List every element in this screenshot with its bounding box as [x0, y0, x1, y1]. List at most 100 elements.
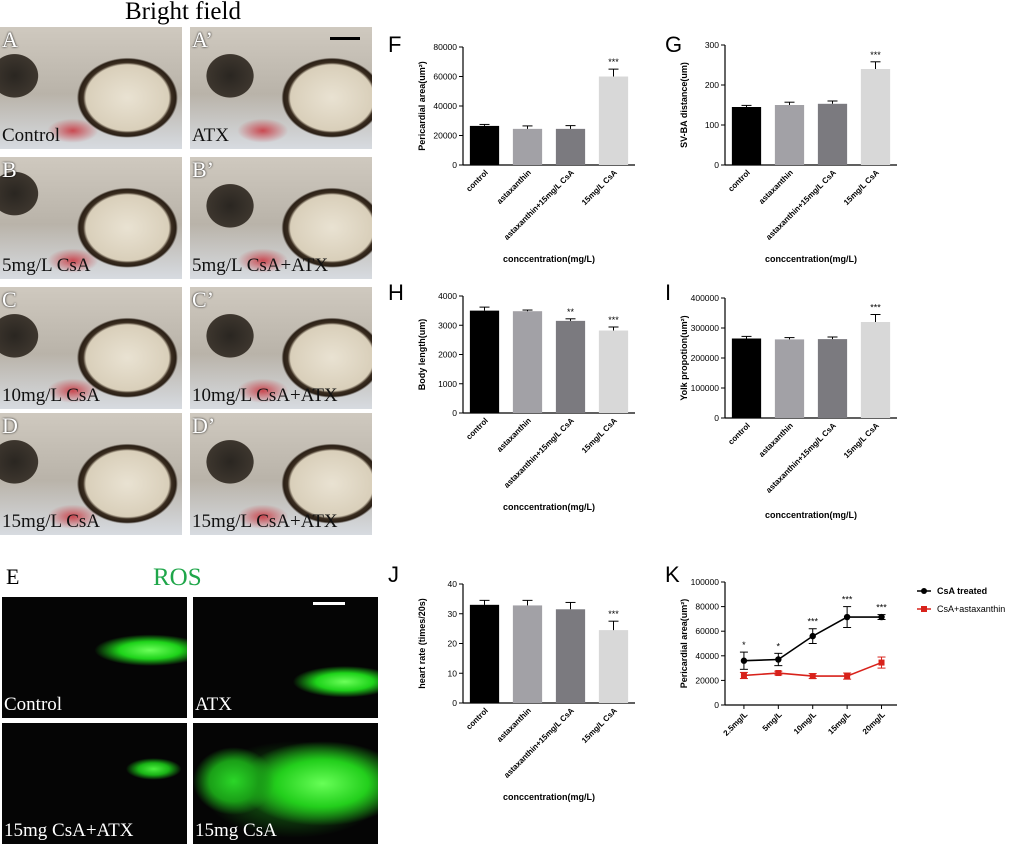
y-tick-label: 0 — [452, 698, 457, 708]
panel-label: C’ — [192, 287, 214, 312]
brightfield-photo: D 15mg/L CsA — [0, 413, 182, 535]
significance-marker: *** — [807, 617, 818, 627]
data-point — [775, 656, 782, 663]
x-tick-label: 15mg/L CsA — [842, 421, 881, 460]
y-tick-label: 80000 — [695, 602, 719, 612]
panel-label-h: H — [388, 280, 404, 305]
x-tick-label: astaxanthin+15mg/L CsA — [764, 168, 838, 242]
brightfield-photo: B 5mg/L CsA — [0, 157, 182, 279]
y-tick-label: 20 — [448, 639, 458, 649]
bright-field-header: Bright field — [125, 0, 241, 25]
significance-marker: *** — [870, 303, 881, 313]
panel-label-f: F — [388, 32, 401, 57]
y-tick-label: 400000 — [691, 293, 720, 303]
bar — [860, 322, 891, 418]
y-tick-label: 2000 — [438, 350, 457, 360]
bar — [512, 311, 543, 413]
panel-label-j: J — [388, 562, 399, 587]
panel-label: A’ — [192, 27, 213, 52]
y-axis-label: heart rate (times/20s) — [417, 598, 427, 689]
x-tick-label: astaxanthin — [495, 168, 533, 206]
y-tick-label: 0 — [452, 160, 457, 170]
significance-marker: * — [742, 640, 746, 650]
y-tick-label: 300000 — [691, 323, 720, 333]
fluorescence-photo: 15mg CsA — [193, 723, 378, 844]
bar — [469, 125, 500, 165]
y-tick-label: 60000 — [695, 626, 719, 636]
bar — [731, 107, 762, 165]
fluorescence-photo: Control — [2, 597, 187, 718]
x-tick-label: astaxanthin — [495, 416, 533, 454]
y-tick-label: 4000 — [438, 291, 457, 301]
y-tick-label: 0 — [714, 700, 719, 710]
legend-label: CsA treated — [937, 586, 987, 596]
scale-bar — [330, 37, 360, 40]
x-tick-label: control — [726, 421, 752, 447]
y-tick-label: 40 — [448, 579, 458, 589]
panel-caption: 10mg/L CsA — [2, 385, 100, 406]
panel-label: D — [2, 413, 18, 438]
fluorescence-photo: ATX — [193, 597, 378, 718]
legend-marker — [921, 588, 927, 594]
data-point — [809, 632, 816, 640]
data-point — [809, 673, 816, 680]
panel-label: B — [2, 157, 17, 182]
x-tick-label: 15mg/L — [826, 710, 852, 736]
y-tick-label: 100000 — [691, 383, 720, 393]
x-tick-label: control — [464, 168, 490, 194]
panel-caption: 15mg/L CsA+ATX — [192, 511, 338, 532]
y-tick-label: 200 — [705, 80, 719, 90]
x-tick-label: 5mg/L — [761, 710, 784, 733]
x-tick-label: 2.5mg/L — [722, 710, 750, 738]
data-point — [878, 613, 885, 621]
bar — [817, 103, 848, 165]
data-point — [740, 672, 747, 679]
x-axis-label: conccentration(mg/L) — [503, 254, 595, 264]
bar — [512, 605, 543, 703]
brightfield-photo: C 10mg/L CsA — [0, 287, 182, 409]
y-axis-label: SV-BA distance(um) — [679, 62, 689, 148]
data-point — [775, 670, 782, 677]
significance-marker: *** — [842, 595, 853, 605]
x-tick-label: control — [464, 416, 490, 442]
y-tick-label: 10 — [448, 668, 458, 678]
bar — [774, 339, 805, 418]
panel-label-e: E — [6, 564, 20, 589]
panel-label: B’ — [192, 157, 214, 182]
y-tick-label: 1000 — [438, 379, 457, 389]
significance-marker: *** — [870, 50, 881, 60]
brightfield-photo: C’ 10mg/L CsA+ATX — [190, 287, 372, 409]
panel-label: A — [2, 27, 18, 52]
bar — [598, 630, 629, 703]
significance-marker: ** — [567, 307, 575, 317]
significance-marker: *** — [876, 603, 887, 613]
panel-label: D’ — [192, 413, 216, 438]
significance-marker: *** — [608, 609, 619, 619]
bar — [469, 310, 500, 413]
x-tick-label: 10mg/L — [792, 710, 818, 736]
significance-marker: *** — [608, 315, 619, 325]
x-tick-label: 15mg/L CsA — [842, 168, 881, 207]
data-point — [844, 673, 851, 680]
significance-marker: * — [777, 641, 781, 651]
x-axis-label: conccentration(mg/L) — [503, 792, 595, 802]
y-tick-label: 100000 — [691, 577, 720, 587]
x-axis-label: conccentration(mg/L) — [765, 510, 857, 520]
panel-caption: 10mg/L CsA+ATX — [192, 385, 338, 406]
legend-marker — [921, 606, 927, 612]
panel-caption: 15mg/L CsA — [2, 511, 100, 532]
brightfield-photo: A Control — [0, 27, 182, 149]
panel-caption: 5mg/L CsA+ATX — [192, 255, 329, 276]
fluorescence-photo: 15mg CsA+ATX — [2, 723, 187, 844]
panel-caption: Control — [4, 694, 63, 715]
brightfield-photo: A’ ATX — [190, 27, 372, 149]
panel-label-k: K — [665, 562, 680, 587]
x-tick-label: control — [726, 168, 752, 194]
data-point — [878, 659, 885, 666]
panel-label-i: I — [665, 280, 671, 305]
x-tick-label: astaxanthin — [757, 168, 795, 206]
bar — [555, 128, 586, 165]
bar — [817, 339, 848, 418]
panel-label-g: G — [665, 32, 682, 57]
